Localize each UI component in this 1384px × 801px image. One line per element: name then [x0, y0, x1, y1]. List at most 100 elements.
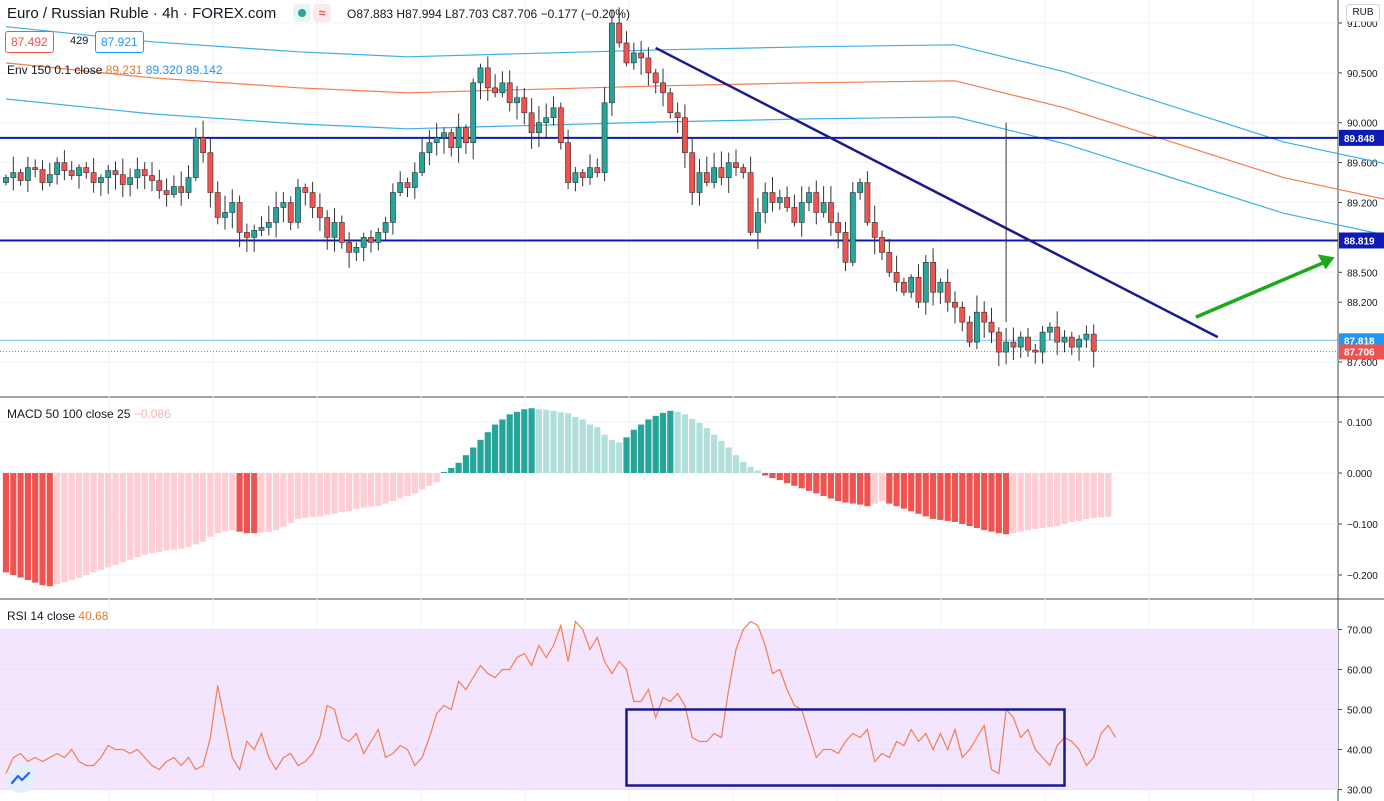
candle-body — [127, 177, 133, 185]
macd-bar — [404, 473, 411, 496]
rsi-tick-label: 70.00 — [1347, 626, 1372, 637]
price-tick-label: 89.200 — [1347, 198, 1378, 209]
macd-bar — [178, 473, 185, 549]
candle-body — [973, 311, 980, 343]
macd-tick-label: −0.100 — [1347, 520, 1378, 531]
macd-bar — [331, 473, 338, 514]
candle-body — [579, 172, 586, 178]
candle-body — [46, 174, 53, 183]
candle-body — [1054, 326, 1061, 343]
candle-body — [528, 112, 535, 133]
macd-bar — [163, 473, 170, 551]
candle-body — [652, 72, 659, 84]
candle-body — [244, 232, 250, 238]
candle-body — [1017, 336, 1024, 348]
macd-bar — [75, 473, 83, 579]
candle-body — [587, 167, 593, 178]
macd-bar — [411, 473, 418, 494]
candle-body — [535, 122, 542, 133]
macd-bar — [170, 473, 177, 550]
macd-bar — [346, 473, 353, 512]
candle-body — [791, 207, 798, 223]
macd-bar — [630, 429, 637, 473]
candle-body — [813, 192, 820, 213]
candle-body — [718, 167, 725, 178]
candle-body — [105, 170, 112, 178]
candle-body — [1068, 336, 1075, 348]
ohlc-low-label: L — [445, 7, 452, 21]
envelope-legend[interactable]: Env 150 0.1 close 89.231 89.320 89.142 — [7, 63, 223, 77]
candle-body — [667, 92, 674, 114]
macd-bar — [572, 416, 579, 473]
candle-body — [287, 202, 294, 223]
candle-body — [112, 170, 119, 175]
candle-body — [820, 202, 827, 213]
price-tick-label: 88.200 — [1347, 298, 1378, 309]
macd-bar — [776, 473, 783, 481]
macd-bar — [579, 419, 586, 473]
candle-body — [229, 202, 236, 213]
candle-body — [346, 242, 352, 253]
market-open-dot-icon[interactable] — [293, 4, 311, 22]
macd-bar — [886, 473, 893, 504]
macd-bar — [324, 473, 331, 515]
candle-body — [185, 177, 192, 193]
candle-body — [302, 187, 309, 193]
price-tick-label: 89.600 — [1347, 159, 1378, 170]
candle-body — [477, 67, 484, 84]
candle-body — [258, 227, 265, 231]
envelope-label: Env 150 0.1 close — [7, 63, 103, 77]
candle-body — [54, 162, 60, 175]
macd-bar — [484, 432, 491, 473]
candle-body — [966, 321, 973, 343]
macd-bar — [477, 439, 484, 473]
ohlc-close-label: C — [491, 7, 501, 21]
candle-body — [689, 152, 696, 193]
tradingview-logo-icon[interactable] — [6, 763, 36, 793]
candle-body — [645, 57, 652, 74]
macd-bar — [207, 473, 214, 537]
macd-bar — [696, 423, 703, 473]
macd-bar — [849, 473, 856, 504]
candle-body — [331, 222, 338, 238]
candle-body — [397, 182, 404, 193]
candle-body — [368, 237, 374, 243]
candle-body — [68, 170, 75, 176]
candle-body — [462, 127, 469, 143]
macd-bar — [930, 473, 937, 519]
macd-bar — [353, 473, 360, 509]
macd-bar — [68, 473, 75, 581]
buy-price-button[interactable]: 87.921 — [95, 31, 144, 53]
candle-body — [32, 167, 39, 170]
macd-bar — [543, 409, 550, 473]
currency-badge[interactable]: RUB — [1346, 4, 1380, 22]
price-tick-label: 87.600 — [1347, 358, 1378, 369]
candle-body — [316, 207, 323, 218]
candle-body — [207, 152, 214, 193]
candle-body — [163, 190, 170, 195]
rsi-line — [5, 620, 1117, 775]
macd-bar — [105, 473, 112, 568]
ohlc-open: 87.883 — [356, 7, 394, 21]
candle-body — [886, 252, 893, 273]
macd-bar — [915, 473, 922, 514]
macd-bar — [39, 473, 46, 586]
macd-legend[interactable]: MACD 50 100 close 25 −0.086 — [7, 407, 171, 421]
macd-bar — [601, 434, 608, 473]
candle-body — [309, 192, 316, 208]
horizontal-level-label: 89.848 — [1344, 134, 1375, 145]
macd-bar — [287, 473, 294, 523]
candle-body — [455, 127, 462, 148]
macd-bar — [24, 473, 31, 581]
macd-bar — [922, 473, 929, 517]
sell-price-button[interactable]: 87.492 — [5, 31, 54, 53]
macd-bar — [798, 473, 805, 489]
envelope-upper-value: 89.320 — [145, 63, 183, 77]
macd-bar — [251, 473, 258, 534]
symbol-title[interactable]: Euro / Russian Ruble · 4h · FOREX.com — [7, 5, 277, 22]
macd-bar — [221, 473, 229, 532]
macd-bar — [419, 473, 426, 490]
replay-wave-icon[interactable]: ≈ — [313, 4, 331, 22]
rsi-legend[interactable]: RSI 14 close 40.68 — [7, 609, 108, 623]
